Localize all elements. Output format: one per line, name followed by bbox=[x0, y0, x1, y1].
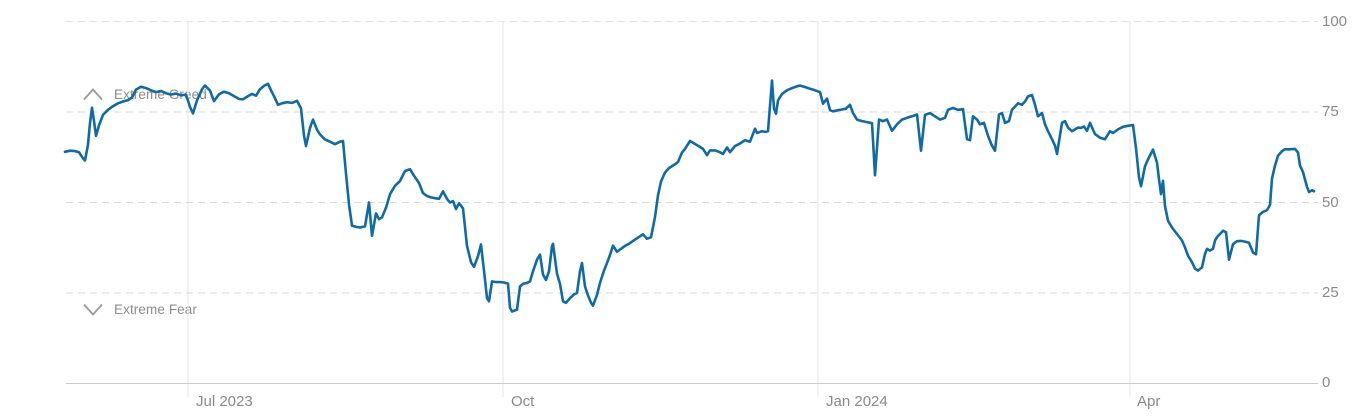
y-axis-tick-label-50: 50 bbox=[1322, 194, 1339, 211]
chevron-down-icon bbox=[83, 303, 103, 316]
x-axis-tick-label-jan-2024: Jan 2024 bbox=[826, 393, 888, 410]
series-line-fear-greed-index bbox=[63, 79, 1316, 313]
chevron-up-icon bbox=[83, 88, 103, 101]
x-axis-tick-label-oct: Oct bbox=[511, 393, 535, 410]
x-axis-tick-label-apr: Apr bbox=[1137, 393, 1161, 410]
extreme-greed-label-text: Extreme Greed bbox=[114, 87, 207, 102]
y-axis-tick-label-0: 0 bbox=[1322, 374, 1331, 391]
extreme-fear-label-text: Extreme Fear bbox=[114, 302, 197, 317]
extreme-greed-threshold-label: Extreme Greed bbox=[83, 87, 207, 102]
y-axis-tick-label-75: 75 bbox=[1322, 103, 1339, 120]
y-axis-tick-label-25: 25 bbox=[1322, 284, 1339, 301]
extreme-fear-threshold-label: Extreme Fear bbox=[83, 302, 197, 317]
y-axis-tick-label-100: 100 bbox=[1322, 13, 1348, 30]
x-axis-tick-label-jul-2023: Jul 2023 bbox=[196, 393, 253, 410]
